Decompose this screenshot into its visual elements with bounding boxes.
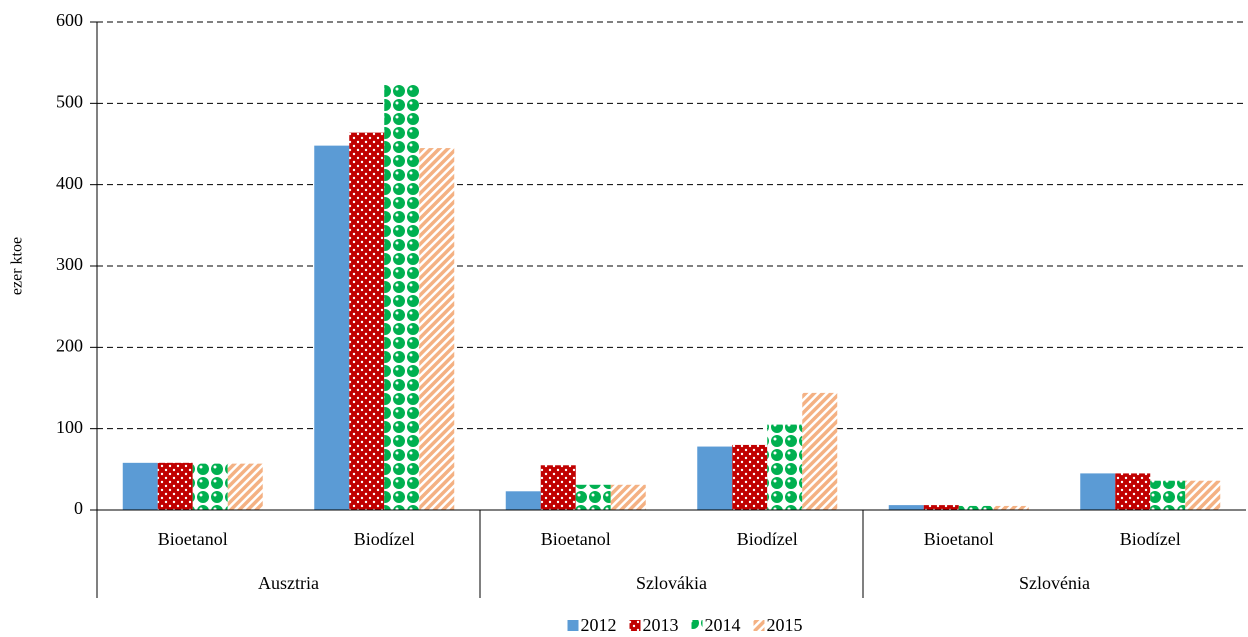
bar [923, 505, 959, 510]
bar [384, 83, 420, 511]
x-tick-label: Bioetanol [541, 529, 611, 549]
bar [697, 446, 733, 510]
bar [958, 505, 994, 510]
bar [1150, 480, 1186, 510]
x-tick-label: Bioetanol [924, 529, 994, 549]
bar [1115, 473, 1151, 510]
bar [227, 463, 263, 510]
bar [505, 491, 541, 510]
bar [802, 392, 838, 510]
group-label: Szlovénia [1019, 573, 1090, 593]
group-label: Szlovákia [636, 573, 707, 593]
legend-label: 2014 [705, 615, 741, 635]
legend-label: 2013 [643, 615, 679, 635]
bar [767, 424, 803, 510]
x-tick-label: Biodízel [1120, 529, 1181, 549]
bar [122, 462, 158, 510]
bar [1185, 480, 1221, 510]
bar [1080, 473, 1116, 510]
x-tick-label: Biodízel [354, 529, 415, 549]
bar [314, 145, 350, 511]
bar [157, 462, 193, 510]
bar [888, 505, 924, 510]
y-axis-label: ezer ktoe [9, 237, 26, 295]
group-label: Ausztria [258, 573, 319, 593]
legend-label: 2015 [767, 615, 803, 635]
legend-swatch [753, 620, 765, 631]
x-tick-label: Biodízel [737, 529, 798, 549]
bar [192, 463, 228, 510]
legend-swatch [567, 620, 579, 631]
x-tick-label: Bioetanol [158, 529, 228, 549]
y-tick-label: 400 [56, 173, 83, 193]
y-tick-label: 200 [56, 335, 83, 355]
legend-swatch [629, 620, 641, 631]
legend-label: 2012 [581, 615, 617, 635]
bar [993, 505, 1029, 510]
bar [610, 484, 646, 510]
bar [349, 132, 385, 510]
y-tick-label: 100 [56, 417, 83, 437]
legend-swatch [691, 620, 703, 631]
bar [732, 444, 768, 510]
bar [540, 465, 576, 510]
bar [419, 148, 455, 511]
y-tick-label: 500 [56, 91, 83, 111]
y-tick-label: 600 [56, 10, 83, 30]
y-tick-label: 300 [56, 254, 83, 274]
y-tick-label: 0 [74, 498, 83, 518]
bar [575, 484, 611, 510]
